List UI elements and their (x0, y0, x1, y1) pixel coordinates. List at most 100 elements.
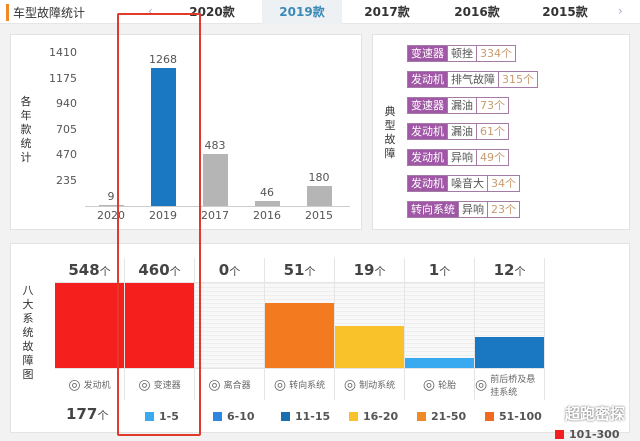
tire-icon: ◎ (422, 376, 436, 393)
system-column[interactable]: 0个 ◎ 离合器 (195, 258, 265, 400)
highlight-annotation (117, 13, 201, 436)
tab-2017[interactable]: 2017款 (364, 5, 410, 19)
system-name: 变速器 (153, 381, 181, 391)
system-bar-fill (475, 336, 544, 368)
label-char: 故 (22, 340, 34, 353)
typical-faults-label: 典型故障 (383, 105, 397, 161)
system-column[interactable]: 19个 ◎ 制动系统 (335, 258, 405, 400)
fault-issue: 漏油 (447, 124, 476, 139)
x-tick-label: 2015 (305, 209, 333, 222)
fault-count: 61个 (476, 124, 508, 139)
tab-2019[interactable]: 2019款 (262, 0, 342, 24)
system-count: 12个 (475, 258, 544, 283)
count-unit: 个 (374, 265, 386, 278)
fault-system: 发动机 (408, 150, 447, 165)
label-char: 各 (20, 95, 32, 108)
bar-2017 (203, 153, 228, 206)
system-bar-area (335, 283, 404, 368)
label-char: 款 (20, 123, 32, 136)
fault-issue: 排气故障 (447, 72, 498, 87)
system-column[interactable]: 12个 ◎ 前后桥及悬挂系统 (475, 258, 545, 400)
system-label: ◎ 转向系统 (265, 368, 334, 400)
tab-2016[interactable]: 2016款 (454, 5, 500, 19)
system-label: ◎ 制动系统 (335, 368, 404, 400)
count-unit: 个 (439, 265, 451, 278)
gear-shift-icon: ◎ (138, 376, 151, 393)
legend-item: 11-15 (281, 410, 330, 423)
tab-2015[interactable]: 2015款 (542, 5, 588, 19)
label-char: 图 (22, 368, 34, 381)
bar-2015 (307, 186, 332, 206)
fault-system: 发动机 (408, 176, 447, 191)
fault-item[interactable]: 发动机 漏油 61个 (407, 123, 509, 140)
system-column[interactable]: 1个 ◎ 轮胎 (405, 258, 475, 400)
legend-label: 101-300 (569, 428, 620, 441)
label-char: 典 (384, 105, 396, 118)
brake-disc-icon: ◎ (343, 376, 357, 393)
legend-label: 51-100 (499, 410, 542, 423)
system-bar-area (125, 283, 194, 368)
count-unit: 个 (169, 265, 181, 278)
next-arrow-icon[interactable]: › (618, 4, 623, 18)
system-column[interactable]: 548个 ◎ 发动机 (55, 258, 125, 400)
yearly-chart-panel: 各年款统计 1410 1175 940 705 470 235 9 2020 1268 2019 4… (10, 34, 362, 230)
bar-2019 (151, 68, 176, 206)
prev-arrow-icon[interactable]: ‹ (148, 4, 153, 18)
system-count: 0个 (195, 258, 264, 283)
y-tick-label: 705 (56, 122, 77, 136)
fault-item[interactable]: 转向系统 异响 23个 (407, 201, 520, 218)
legend-swatch (145, 412, 154, 421)
legend-item: 16-20 (349, 410, 398, 423)
label-char: 障 (384, 147, 396, 160)
extra-count: 177个 (66, 405, 109, 423)
system-column[interactable]: 51个 ◎ 转向系统 (265, 258, 335, 400)
y-tick-label: 470 (56, 148, 77, 161)
section-title: 车型故障统计 (6, 4, 85, 21)
fault-issue: 顿挫 (447, 46, 476, 61)
legend-label: 11-15 (295, 410, 331, 423)
fault-item[interactable]: 变速器 顿挫 334个 (407, 45, 516, 62)
system-name: 前后桥及悬挂系统 (490, 374, 536, 398)
system-label: ◎ 前后桥及悬挂系统 (475, 368, 544, 400)
label-char: 八 (22, 284, 34, 297)
watermark: 超跑密探 (565, 405, 626, 423)
label-char: 障 (22, 354, 34, 367)
yearly-axis-label: 各年款统计 (19, 95, 33, 165)
legend-item: 1-5 (145, 410, 179, 423)
system-bar-area (475, 283, 544, 368)
clutch-pedal-icon: ◎ (208, 376, 221, 393)
fault-issue: 漏油 (447, 98, 476, 113)
fault-issue: 噪音大 (447, 176, 487, 191)
system-count: 51个 (265, 258, 334, 283)
fault-count: 73个 (476, 98, 508, 113)
fault-item[interactable]: 发动机 异响 49个 (407, 149, 509, 166)
count-unit: 个 (304, 265, 316, 278)
fault-item[interactable]: 发动机 排气故障 315个 (407, 71, 538, 88)
system-name: 转向系统 (289, 381, 326, 391)
legend-item: 51-100 (485, 410, 542, 423)
bar-value-label: 180 (308, 171, 330, 185)
system-count: 548个 (55, 258, 124, 283)
label-char: 大 (22, 298, 34, 311)
system-column[interactable]: 460个 ◎ 变速器 (125, 258, 195, 400)
system-bar-area (265, 283, 334, 368)
fault-item[interactable]: 变速器 漏油 73个 (407, 97, 509, 114)
system-name: 轮胎 (438, 381, 457, 391)
system-label: ◎ 轮胎 (405, 368, 474, 400)
system-count: 19个 (335, 258, 404, 283)
system-name: 发动机 (83, 381, 111, 391)
system-bar-fill (335, 325, 404, 368)
bar-2020 (99, 205, 124, 206)
y-tick-label: 1410 (49, 46, 77, 59)
fault-count: 49个 (476, 150, 508, 165)
system-label: ◎ 变速器 (125, 368, 194, 400)
legend-swatch (349, 412, 358, 421)
label-char: 系 (22, 312, 34, 325)
fault-item[interactable]: 发动机 噪音大 34个 (407, 175, 520, 192)
count-unit: 个 (229, 265, 241, 278)
x-axis-line (85, 206, 350, 207)
system-bar-fill (265, 303, 334, 368)
legend-swatch (213, 412, 222, 421)
system-name: 离合器 (223, 381, 251, 391)
bar-2016 (255, 201, 280, 206)
